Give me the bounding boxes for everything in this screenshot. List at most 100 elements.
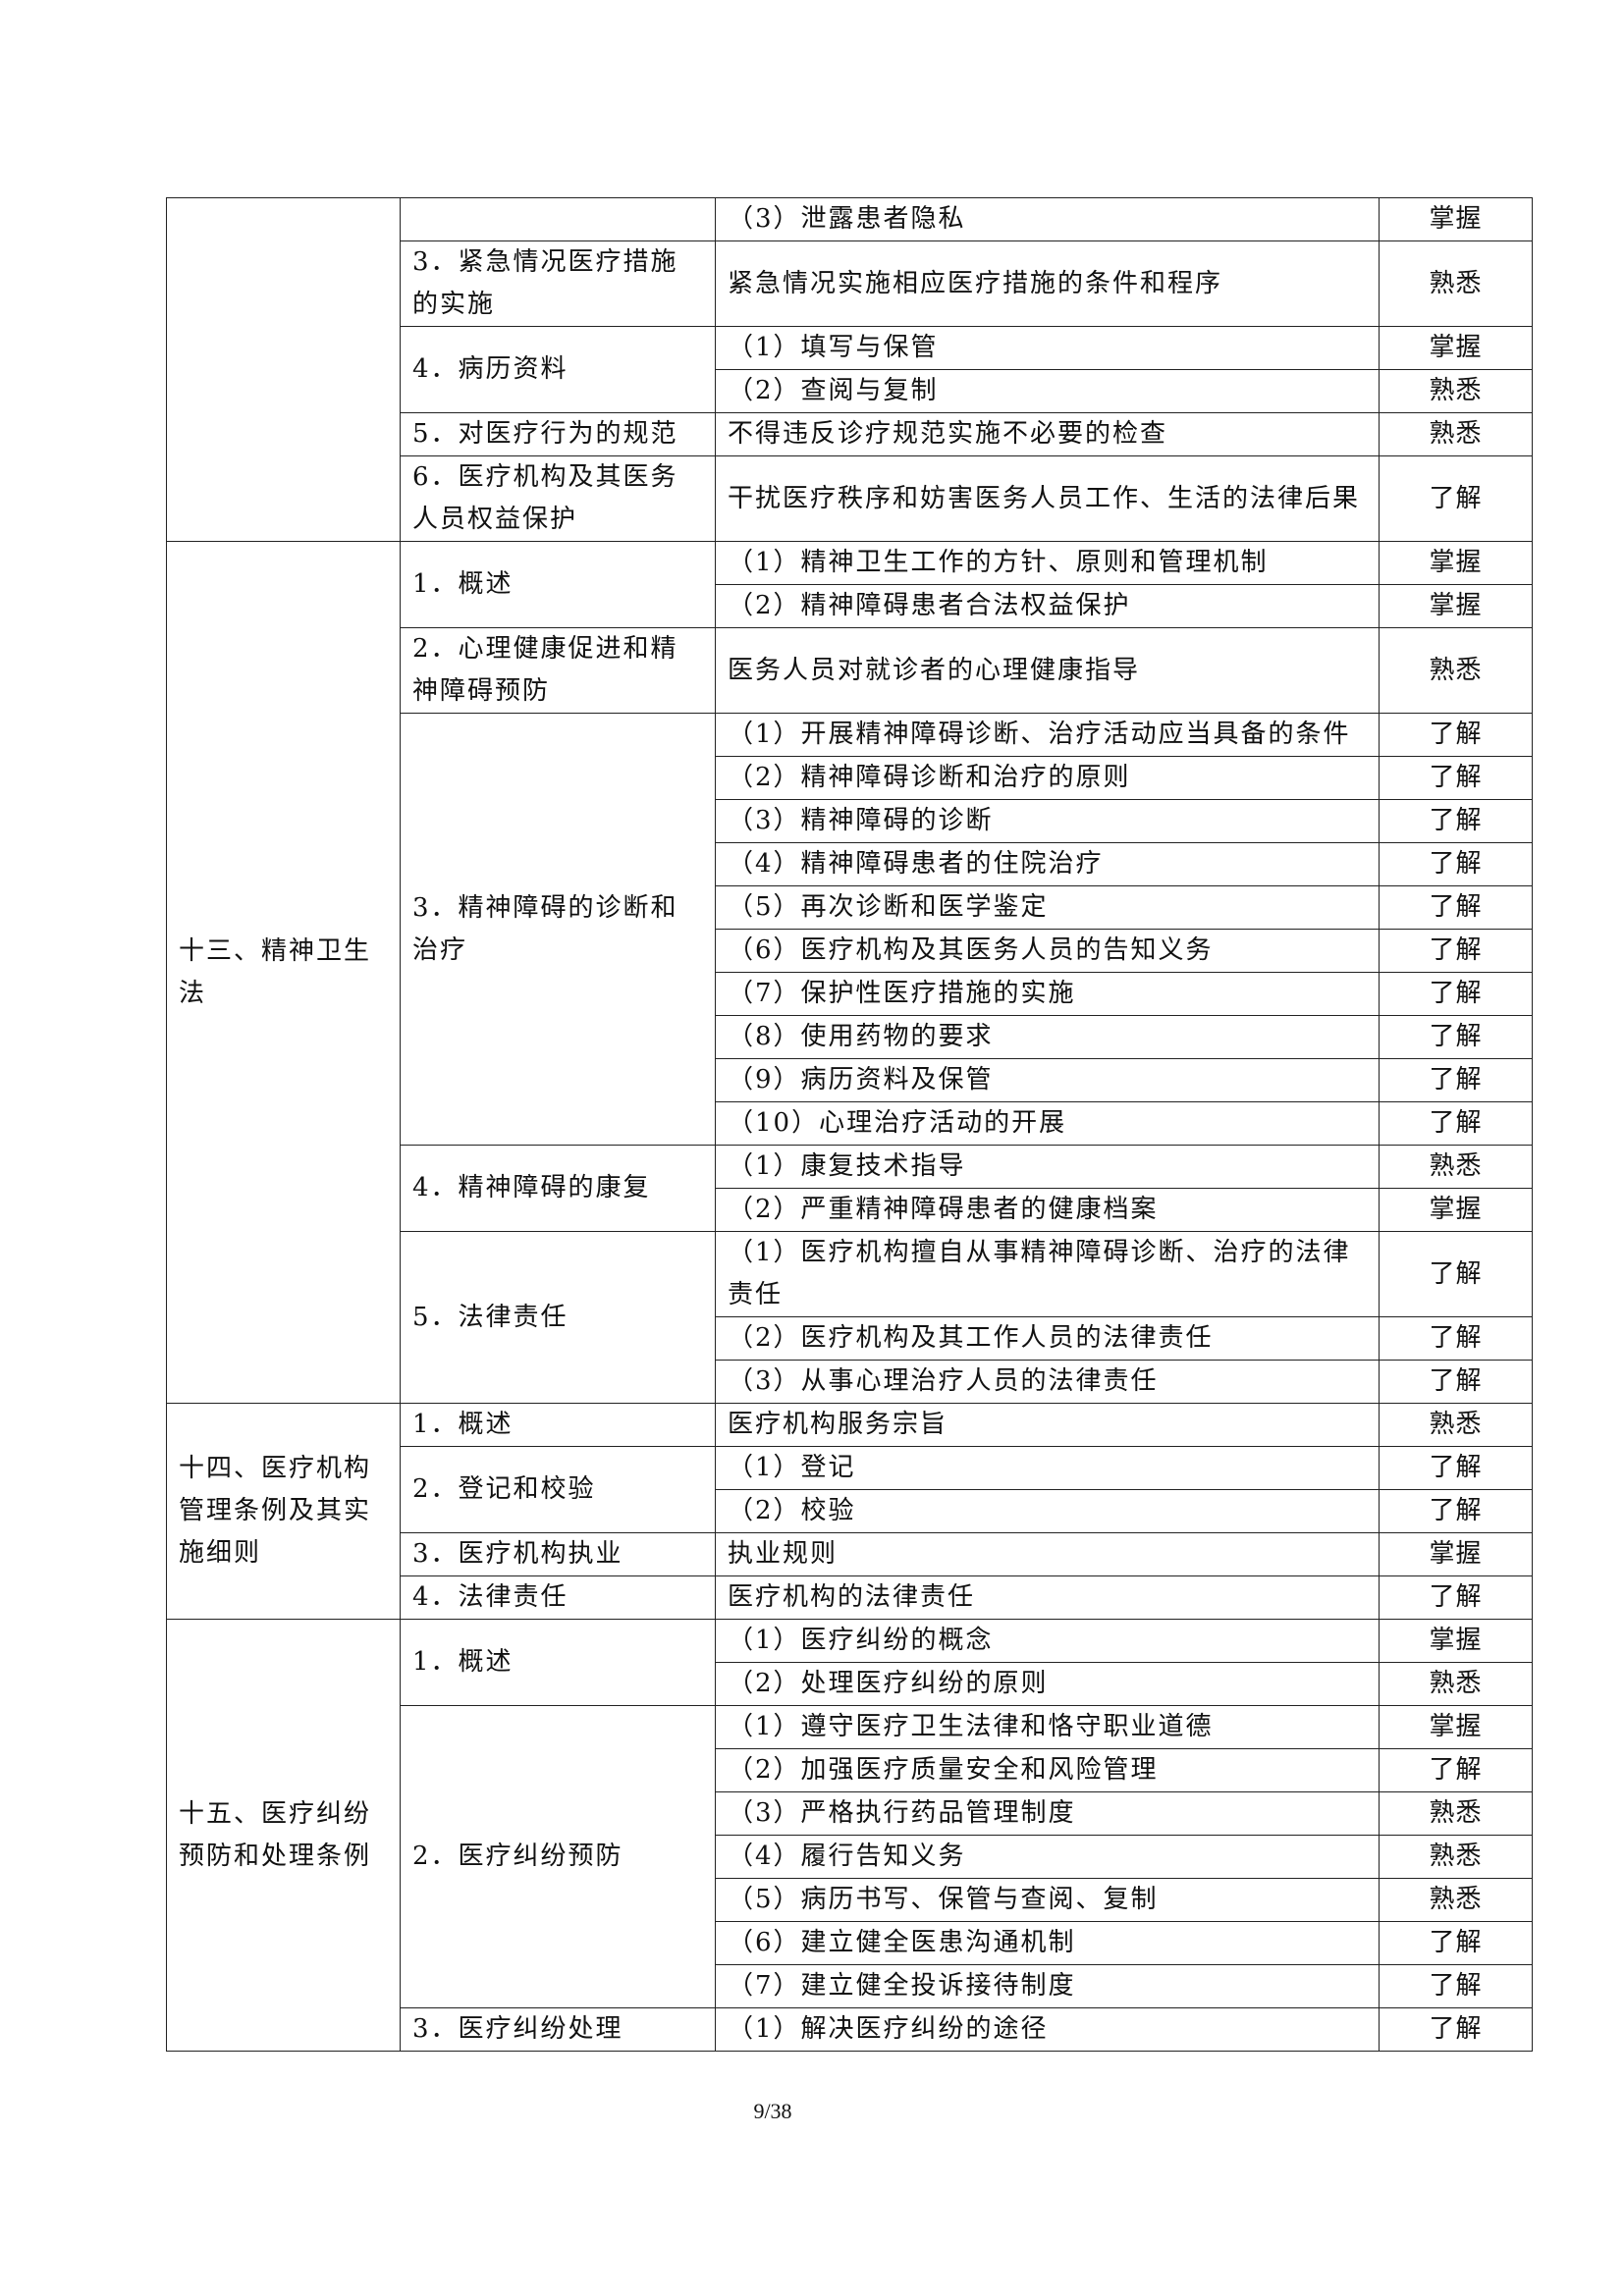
section-title-cell: 十五、医疗纠纷预防和处理条例 xyxy=(166,1619,401,2052)
content-item-cell: （1）解决医疗纠纷的途径 xyxy=(715,2007,1380,2052)
topic-cell: 4．精神障碍的康复 xyxy=(400,1145,716,1232)
syllabus-table: （3）泄露患者隐私 掌握 3．紧急情况医疗措施的实施 紧急情况实施相应医疗措施的条件和… xyxy=(166,197,1533,2052)
requirement-level-cell: 了解 xyxy=(1379,756,1533,800)
content-item-cell: （2）精神障碍患者合法权益保护 xyxy=(715,584,1380,628)
requirement-level-cell: 熟悉 xyxy=(1379,627,1533,714)
content-item-cell: （2）处理医疗纠纷的原则 xyxy=(715,1662,1380,1706)
requirement-level-cell: 了解 xyxy=(1379,2007,1533,2052)
content-item-cell: （4）履行告知义务 xyxy=(715,1835,1380,1879)
table-row: （3）严格执行药品管理制度 熟悉 xyxy=(167,1791,1533,1836)
content-item-cell: 医疗机构服务宗旨 xyxy=(715,1403,1380,1447)
content-item-cell: （1）医疗机构擅自从事精神障碍诊断、治疗的法律责任 xyxy=(715,1231,1380,1317)
table-row: （5）再次诊断和医学鉴定 了解 xyxy=(167,885,1533,930)
content-item-cell: （5）再次诊断和医学鉴定 xyxy=(715,885,1380,930)
requirement-level-cell: 了解 xyxy=(1379,1316,1533,1361)
content-item-cell: （2）严重精神障碍患者的健康档案 xyxy=(715,1188,1380,1232)
requirement-level-cell: 掌握 xyxy=(1379,1532,1533,1576)
table-row: 十五、医疗纠纷预防和处理条例 1．概述 （1）医疗纠纷的概念 掌握 xyxy=(166,1619,1533,2052)
table-row: 4．病历资料 （1）填写与保管 掌握 xyxy=(167,326,1533,413)
content-item-cell: （1）填写与保管 xyxy=(715,326,1380,370)
content-item-cell: （1）遵守医疗卫生法律和恪守职业道德 xyxy=(715,1705,1380,1749)
topic-cell: 2．登记和校验 xyxy=(400,1446,716,1533)
content-item-cell: （7）保护性医疗措施的实施 xyxy=(715,972,1380,1016)
table-row: （3）从事心理治疗人员的法律责任 了解 xyxy=(167,1360,1533,1404)
requirement-level-cell: 了解 xyxy=(1379,1058,1533,1102)
content-item-cell: （1）医疗纠纷的概念 xyxy=(715,1619,1380,1663)
requirement-level-cell: 熟悉 xyxy=(1379,369,1533,413)
requirement-level-cell: 熟悉 xyxy=(1379,1403,1533,1447)
table-row: （10）心理治疗活动的开展 了解 xyxy=(167,1101,1533,1146)
content-item-cell: （2）校验 xyxy=(715,1489,1380,1533)
requirement-level-cell: 掌握 xyxy=(1379,326,1533,370)
content-item-cell: （2）查阅与复制 xyxy=(715,369,1380,413)
content-item-cell: （3）泄露患者隐私 xyxy=(715,197,1380,241)
content-item-cell: （1）精神卫生工作的方针、原则和管理机制 xyxy=(715,541,1380,585)
content-item-cell: （3）从事心理治疗人员的法律责任 xyxy=(715,1360,1380,1404)
table-row: 5．法律责任 （1）医疗机构擅自从事精神障碍诊断、治疗的法律责任 了解 xyxy=(167,1231,1533,1404)
content-item-cell: 紧急情况实施相应医疗措施的条件和程序 xyxy=(715,240,1380,327)
table-row: 2．医疗纠纷预防 （1）遵守医疗卫生法律和恪守职业道德 掌握 xyxy=(167,1705,1533,2008)
content-item-cell: 医疗机构的法律责任 xyxy=(715,1575,1380,1620)
table-row: 2．心理健康促进和精神障碍预防 医务人员对就诊者的心理健康指导 熟悉 xyxy=(167,627,1533,714)
requirement-level-cell: 了解 xyxy=(1379,1964,1533,2008)
content-item-cell: （2）加强医疗质量安全和风险管理 xyxy=(715,1748,1380,1792)
requirement-level-cell: 掌握 xyxy=(1379,1705,1533,1749)
topic-cell: 5．对医疗行为的规范 xyxy=(400,412,716,456)
table-row: （2）处理医疗纠纷的原则 熟悉 xyxy=(167,1662,1533,1706)
content-item-cell: （2）精神障碍诊断和治疗的原则 xyxy=(715,756,1380,800)
table-row: 5．对医疗行为的规范 不得违反诊疗规范实施不必要的检查 熟悉 xyxy=(167,412,1533,456)
syllabus-table-body: （3）泄露患者隐私 掌握 3．紧急情况医疗措施的实施 紧急情况实施相应医疗措施的条件和… xyxy=(166,197,1533,2052)
content-item-cell: （7）建立健全投诉接待制度 xyxy=(715,1964,1380,2008)
topic-cell: 2．医疗纠纷预防 xyxy=(400,1705,716,2008)
content-item-cell: （6）医疗机构及其医务人员的告知义务 xyxy=(715,929,1380,973)
requirement-level-cell: 了解 xyxy=(1379,1489,1533,1533)
content-item-cell: （9）病历资料及保管 xyxy=(715,1058,1380,1102)
requirement-level-cell: 了解 xyxy=(1379,1101,1533,1146)
requirement-level-cell: 熟悉 xyxy=(1379,1878,1533,1922)
requirement-level-cell: 掌握 xyxy=(1379,584,1533,628)
requirement-level-cell: 了解 xyxy=(1379,1575,1533,1620)
content-item-cell: （5）病历书写、保管与查阅、复制 xyxy=(715,1878,1380,1922)
requirement-level-cell: 熟悉 xyxy=(1379,1835,1533,1879)
table-row: （8）使用药物的要求 了解 xyxy=(167,1015,1533,1059)
content-item-cell: （3）精神障碍的诊断 xyxy=(715,799,1380,843)
requirement-level-cell: 了解 xyxy=(1379,1231,1533,1317)
content-item-cell: 执业规则 xyxy=(715,1532,1380,1576)
requirement-level-cell: 了解 xyxy=(1379,1015,1533,1059)
topic-cell: 4．病历资料 xyxy=(400,326,716,413)
table-row: 3．精神障碍的诊断和治疗 （1）开展精神障碍诊断、治疗活动应当具备的条件 了解 xyxy=(167,713,1533,1146)
table-row: 3．医疗纠纷处理 （1）解决医疗纠纷的途径 了解 xyxy=(167,2007,1533,2052)
requirement-level-cell: 了解 xyxy=(1379,1360,1533,1404)
content-item-cell: （4）精神障碍患者的住院治疗 xyxy=(715,842,1380,886)
content-item-cell: 医务人员对就诊者的心理健康指导 xyxy=(715,627,1380,714)
content-item-cell: （3）严格执行药品管理制度 xyxy=(715,1791,1380,1836)
requirement-level-cell: 熟悉 xyxy=(1379,1662,1533,1706)
content-item-cell: （8）使用药物的要求 xyxy=(715,1015,1380,1059)
section-title-cell xyxy=(166,197,401,542)
table-row: （7）保护性医疗措施的实施 了解 xyxy=(167,972,1533,1016)
content-item-cell: （1）登记 xyxy=(715,1446,1380,1490)
table-row: 十四、医疗机构管理条例及其实施细则 1．概述 医疗机构服务宗旨 熟悉 xyxy=(166,1403,1533,1620)
table-row: （3）泄露患者隐私 掌握 xyxy=(166,197,1533,542)
requirement-level-cell: 了解 xyxy=(1379,1446,1533,1490)
requirement-level-cell: 了解 xyxy=(1379,455,1533,542)
requirement-level-cell: 掌握 xyxy=(1379,1188,1533,1232)
requirement-level-cell: 了解 xyxy=(1379,929,1533,973)
content-item-cell: 不得违反诊疗规范实施不必要的检查 xyxy=(715,412,1380,456)
topic-cell: 6．医疗机构及其医务人员权益保护 xyxy=(400,455,716,542)
topic-cell xyxy=(400,197,716,241)
content-item-cell: （6）建立健全医患沟通机制 xyxy=(715,1921,1380,1965)
table-row: （3）精神障碍的诊断 了解 xyxy=(167,799,1533,843)
requirement-level-cell: 掌握 xyxy=(1379,197,1533,241)
table-row: （6）医疗机构及其医务人员的告知义务 了解 xyxy=(167,929,1533,973)
content-item-cell: （1）康复技术指导 xyxy=(715,1145,1380,1189)
topic-cell: 3．精神障碍的诊断和治疗 xyxy=(400,713,716,1146)
requirement-level-cell: 了解 xyxy=(1379,1921,1533,1965)
requirement-level-cell: 了解 xyxy=(1379,972,1533,1016)
table-row: （2）校验 了解 xyxy=(167,1489,1533,1533)
topic-cell: 2．心理健康促进和精神障碍预防 xyxy=(400,627,716,714)
requirement-level-cell: 了解 xyxy=(1379,842,1533,886)
requirement-level-cell: 掌握 xyxy=(1379,541,1533,585)
requirement-level-cell: 熟悉 xyxy=(1379,412,1533,456)
topic-cell: 1．概述 xyxy=(400,1403,716,1447)
